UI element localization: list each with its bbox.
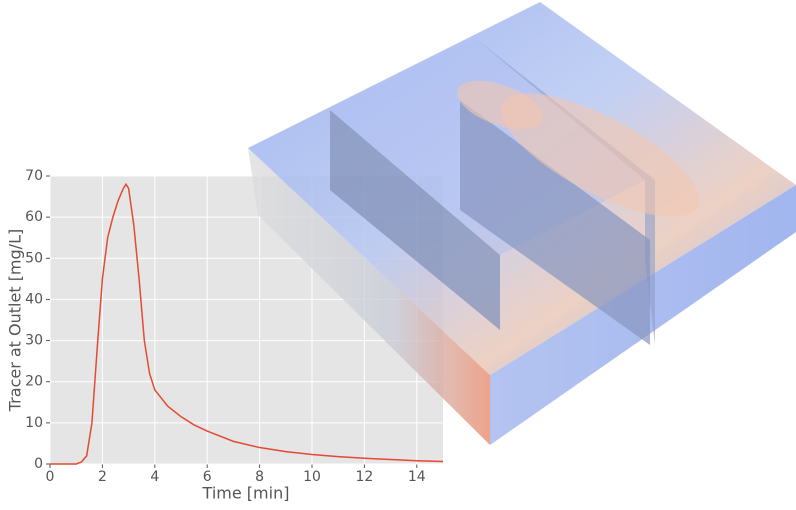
x-axis-label: Time [min] xyxy=(202,484,290,503)
y-tick-label: 50 xyxy=(25,250,43,266)
x-tick-label: 14 xyxy=(408,469,426,485)
x-tick-label: 8 xyxy=(255,469,264,485)
x-tick-label: 2 xyxy=(98,469,107,485)
x-tick-label: 6 xyxy=(203,469,212,485)
y-tick-label: 40 xyxy=(25,291,43,307)
y-tick-label: 10 xyxy=(25,415,43,431)
baffle-second xyxy=(460,100,650,345)
x-tick-label: 0 xyxy=(46,469,55,485)
y-tick-label: 70 xyxy=(25,168,43,184)
hot-region xyxy=(501,93,699,217)
y-axis-label: Tracer at Outlet [mg/L] xyxy=(6,229,25,412)
hot-region xyxy=(457,80,543,130)
block-left-face xyxy=(248,148,490,445)
y-tick-label: 20 xyxy=(25,374,43,390)
x-tick-label: 12 xyxy=(355,469,373,485)
y-tick-label: 30 xyxy=(25,333,43,349)
volume-render xyxy=(248,2,796,445)
x-tick-label: 10 xyxy=(303,469,321,485)
y-tick-label: 60 xyxy=(25,209,43,225)
data-line xyxy=(50,182,444,465)
chart: 0 2 4 6 8 10 12 14 0 10 20 30 40 50 60 70 xyxy=(25,168,444,485)
y-tick-label: 0 xyxy=(34,456,43,472)
baffle-front xyxy=(330,110,500,330)
x-tick-label: 4 xyxy=(150,469,159,485)
